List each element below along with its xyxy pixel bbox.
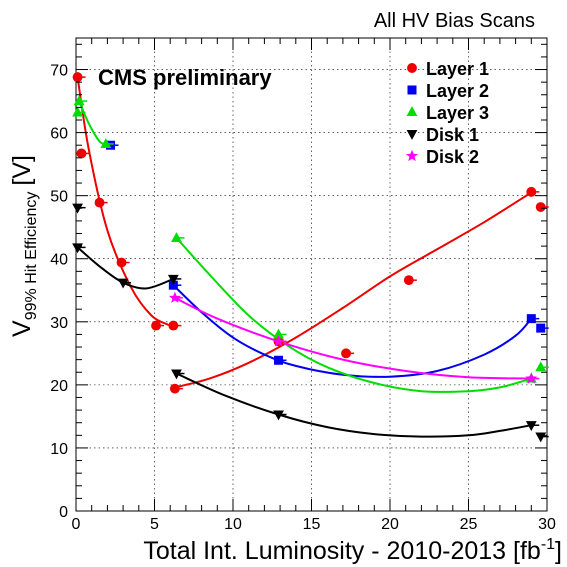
layer-1-legend-label: Layer 1 [426,59,489,79]
x-tick-label: 30 [538,516,556,533]
y-tick-label: 70 [50,63,68,80]
cms-preliminary-label: CMS preliminary [98,65,272,90]
layer-2-point [536,323,546,333]
x-tick-label: 25 [460,516,478,533]
layer-2-legend-label: Layer 2 [426,81,489,101]
y-tick-label: 10 [50,441,68,458]
y-tick-label: 60 [50,126,68,143]
layer-1-point [403,275,414,286]
layer-1-point [76,148,87,159]
layer-3-point [273,328,284,339]
layer-1-point [151,320,162,331]
x-tick-label: 15 [303,516,321,533]
fit-curves [76,76,533,438]
gridlines [76,38,547,511]
x-tick-label: 5 [150,516,159,533]
layer-3-point [72,106,83,117]
layer-2-fit-curve [172,284,533,378]
y-tick-label: 30 [50,315,68,332]
layer-3-fit-curve [175,237,532,393]
chart-title: All HV Bias Scans [374,10,535,32]
disk-2-point [168,291,181,303]
layer-1-point [526,186,537,197]
layer-3-fit-curve [78,100,107,145]
disk-2-point [272,335,285,347]
y-tick-label: 50 [50,189,68,206]
layer-3-legend-label: Layer 3 [426,103,489,123]
x-tick-label: 10 [224,516,242,533]
data-markers [72,72,549,443]
disk-1-point [525,421,537,432]
layer-1-fit-curve [76,76,170,326]
layer-3-legend-marker [406,106,418,117]
y-axis-title: V99% Hit Efficiency[V] [8,155,40,337]
layer-3-point [73,95,85,106]
disk-1-point [117,278,129,289]
disk-1-legend-label: Disk 1 [426,125,479,145]
layer-1-fit-curve [174,191,532,389]
y-tick-labels: 0 10 20 30 40 50 60 70 [50,63,68,521]
layer-3-point [100,138,112,149]
layer-1-point [169,383,180,394]
y-tick-label: 0 [59,504,68,521]
layer-3-point [535,361,547,372]
layer-1-point [116,257,127,268]
disk-1-point [167,274,179,285]
layer-2-point [274,355,284,365]
x-tick-label: 20 [381,516,399,533]
layer-2-point [168,280,178,290]
layer-1-point [94,197,105,208]
disk-1-point [273,410,284,421]
y-tick-label: 20 [50,378,68,395]
disk-1-point [171,369,182,380]
layer-1-point [341,348,351,359]
layer-2-point [526,314,536,324]
disk-2-legend-marker [406,149,418,162]
layer-1-legend-marker [407,63,417,73]
disk-2-fit-curve [174,296,532,380]
x-axis-title: Total Int. Luminosity - 2010-2013 [fb-1] [143,536,562,565]
x-tick-labels: 0 5 10 15 20 25 30 [72,516,556,533]
disk-2-legend-label: Disk 2 [426,147,479,167]
layer-1-point [168,320,179,331]
layer-1-point [535,202,546,212]
disk-1-point [535,432,547,443]
disk-2-point [525,372,538,384]
disk-1-legend-marker [406,129,418,140]
disk-1-fit-curve [176,372,532,438]
x-tick-label: 0 [72,516,81,533]
layer-3-point [171,232,182,242]
y-tick-label: 40 [50,252,68,269]
layer-2-point [106,140,116,150]
layer-2-legend-marker [407,85,417,95]
layer-1-point [72,72,83,83]
axis-ticks [75,38,548,512]
